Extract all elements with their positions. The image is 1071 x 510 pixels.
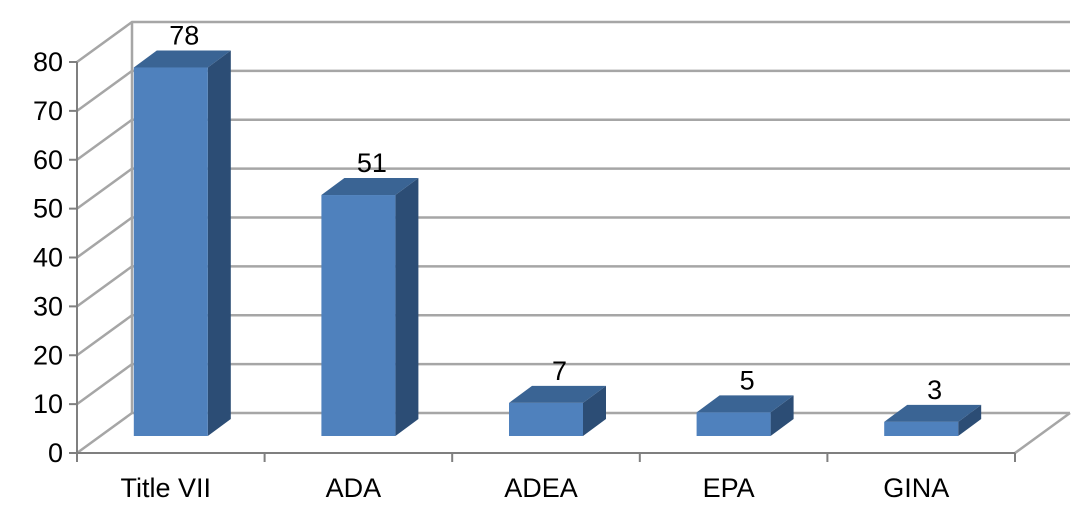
bar-side xyxy=(583,385,606,436)
bar-front xyxy=(509,402,583,436)
x-tick-label: ADA xyxy=(326,473,382,503)
y-tick-label: 0 xyxy=(48,438,63,468)
y-tick-label: 60 xyxy=(33,145,63,175)
y-tick-label: 30 xyxy=(33,291,63,321)
axes xyxy=(69,61,1016,462)
x-tick-label: Title VII xyxy=(121,473,212,503)
bar-front xyxy=(696,412,771,436)
bar-top xyxy=(884,404,982,422)
bar-side xyxy=(207,50,231,436)
bar-top xyxy=(509,385,606,403)
bar-front xyxy=(884,421,959,436)
data-label: 51 xyxy=(357,148,387,178)
y-tick-label: 70 xyxy=(33,96,63,126)
y-tick-label: 80 xyxy=(33,47,63,77)
bar-side xyxy=(770,395,794,436)
bar-top xyxy=(696,395,794,413)
data-label: 3 xyxy=(927,375,942,405)
gridlines xyxy=(76,20,1071,455)
bars xyxy=(133,50,982,436)
data-label: 7 xyxy=(552,356,567,386)
bar xyxy=(321,178,419,436)
x-tick-label: GINA xyxy=(883,473,949,503)
data-label: 78 xyxy=(169,20,199,50)
bar xyxy=(509,385,606,436)
x-tick-label: ADEA xyxy=(504,473,578,503)
labels: 0 10 20 30 40 50 60 70 80 78 Title VII 51 ADA 7 ADEA 5 E… xyxy=(33,20,949,503)
floor-edge xyxy=(1014,411,1071,455)
y-tick-label: 20 xyxy=(33,340,63,370)
bar-top xyxy=(133,50,231,68)
bar xyxy=(133,50,231,436)
bar-top xyxy=(321,178,419,196)
y-tick-label: 10 xyxy=(33,389,63,419)
bar xyxy=(696,395,794,436)
bar-front xyxy=(133,67,208,436)
y-tick-label: 40 xyxy=(33,243,63,273)
x-tick-label: EPA xyxy=(703,473,755,503)
bar-front xyxy=(321,195,396,436)
y-tick-label: 50 xyxy=(33,194,63,224)
bar-side xyxy=(958,404,982,436)
bar xyxy=(884,404,982,436)
bar-side xyxy=(395,178,419,436)
data-label: 5 xyxy=(740,365,755,395)
